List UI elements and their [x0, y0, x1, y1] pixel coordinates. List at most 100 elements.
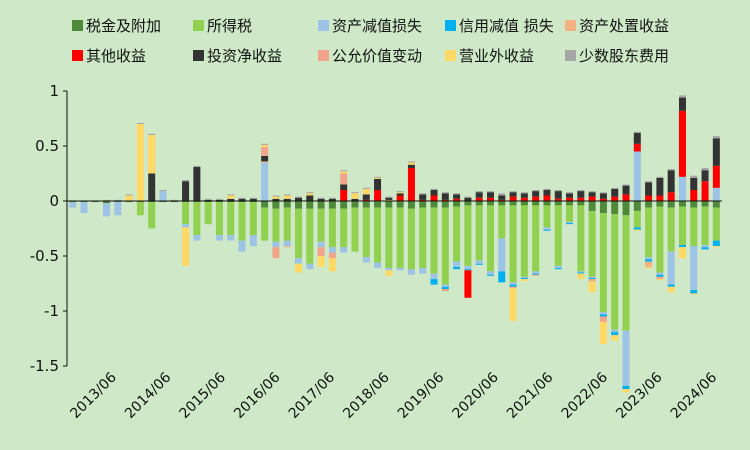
bar-24-series-1: [340, 208, 348, 248]
bar-18-series-7: [272, 247, 280, 259]
bar-38-series-2: [498, 238, 506, 272]
y-tick-label-4: 0.5: [35, 137, 59, 155]
bars: [69, 95, 720, 393]
bar-41-series-5: [532, 196, 540, 201]
bar-13-series-2: [215, 235, 223, 241]
y-tick-label-1: -1: [44, 302, 59, 320]
legend-label-7: 公允价值变动: [332, 47, 422, 65]
bar-45-series-2: [577, 271, 585, 273]
bar-23-series-1: [328, 208, 336, 248]
legend-label-4: 资产处置收益: [579, 17, 669, 35]
legend-swatch-4: [565, 20, 576, 31]
bar-39-series-3: [509, 284, 517, 287]
bar-34-series-9: [453, 193, 461, 195]
bar-49-series-6: [622, 185, 630, 195]
bar-45-series-5: [577, 197, 585, 201]
bar-36-series-1: [475, 205, 483, 261]
bar-20-series-0: [295, 201, 303, 209]
bar-14-series-9: [227, 194, 235, 196]
bar-42-series-5: [543, 195, 551, 201]
bar-10-series-6: [182, 181, 190, 201]
bar-17-series-1: [261, 207, 269, 241]
bar-53-series-2: [667, 251, 675, 285]
bar-41-series-0: [532, 201, 540, 206]
bar-11-series-2: [193, 235, 201, 241]
bar-37-series-5: [486, 197, 494, 201]
bar-20-series-1: [295, 208, 303, 259]
x-tick-label-9: 2022/06: [559, 369, 612, 422]
bar-43-series-1: [554, 205, 562, 266]
bar-27-series-1: [374, 207, 382, 263]
bar-51-series-8: [645, 267, 653, 269]
bar-24-series-9: [340, 170, 348, 172]
bar-47-series-6: [599, 193, 607, 199]
bar-26-series-5: [362, 199, 370, 201]
y-tick-label-2: -0.5: [30, 247, 59, 265]
bar-55-series-8: [690, 293, 698, 295]
bar-13-series-6: [215, 199, 223, 201]
bar-40-series-1: [520, 205, 528, 277]
bar-51-series-9: [645, 181, 653, 183]
bar-9-series-9: [170, 199, 178, 201]
bar-25-series-0: [351, 201, 359, 208]
bar-53-series-8: [667, 286, 675, 293]
bar-54-series-8: [678, 247, 686, 259]
bar-34-series-1: [453, 206, 461, 262]
bar-32-series-3: [430, 279, 438, 285]
bar-17-series-0: [261, 201, 269, 208]
bar-46-series-3: [588, 278, 596, 280]
bar-50-series-9: [633, 131, 641, 133]
bar-23-series-7: [328, 252, 336, 259]
legend-label-1: 所得税: [207, 17, 252, 35]
x-tick-label-0: 2013/06: [67, 369, 120, 422]
bar-33-series-9: [441, 192, 449, 194]
bar-3-series-0: [103, 201, 111, 204]
bar-38-series-6: [498, 195, 506, 200]
bar-56-series-1: [701, 206, 709, 245]
bar-18-series-2: [272, 241, 280, 248]
bar-20-series-6: [295, 197, 303, 201]
bar-57-series-2: [712, 187, 720, 201]
bar-57-series-8: [712, 246, 720, 248]
bar-51-series-6: [645, 182, 653, 196]
bar-32-series-5: [430, 195, 438, 201]
y-tick-label-0: -1.5: [30, 357, 59, 375]
bar-24-series-6: [340, 184, 348, 190]
x-tick-label-10: 2023/06: [613, 369, 666, 422]
bar-47-series-1: [599, 213, 607, 313]
bar-37-series-2: [486, 271, 494, 275]
bar-17-series-6: [261, 155, 269, 162]
bar-29-series-0: [396, 201, 404, 208]
bar-39-series-7: [509, 286, 517, 288]
bar-40-series-0: [520, 201, 528, 206]
bar-17-series-9: [261, 143, 269, 145]
bar-34-series-6: [453, 194, 461, 199]
bar-47-series-3: [599, 314, 607, 317]
bar-5-series-9: [125, 194, 133, 196]
bar-36-series-6: [475, 192, 483, 198]
bar-7-series-0: [148, 201, 156, 203]
bar-0-series-0: [69, 201, 77, 203]
bar-12-series-6: [204, 199, 212, 201]
bar-7-series-1: [148, 202, 156, 229]
bar-47-series-5: [599, 198, 607, 201]
bar-35-series-6: [464, 197, 472, 201]
bar-10-series-9: [182, 180, 190, 182]
bar-41-series-2: [532, 271, 540, 274]
bar-47-series-9: [599, 192, 607, 194]
bar-6-series-8: [136, 124, 144, 201]
bar-40-series-2: [520, 276, 528, 278]
bar-31-series-1: [419, 207, 427, 269]
bar-14-series-1: [227, 202, 235, 236]
bar-39-series-1: [509, 205, 517, 283]
bar-19-series-9: [283, 194, 291, 196]
bar-53-series-3: [667, 284, 675, 287]
bar-54-series-9: [678, 95, 686, 98]
bar-51-series-0: [645, 201, 653, 208]
bar-50-series-0: [633, 201, 641, 211]
bar-15-series-2: [238, 240, 246, 252]
bar-22-series-1: [317, 208, 325, 242]
bar-39-series-6: [509, 192, 517, 197]
bar-49-series-0: [622, 201, 630, 216]
